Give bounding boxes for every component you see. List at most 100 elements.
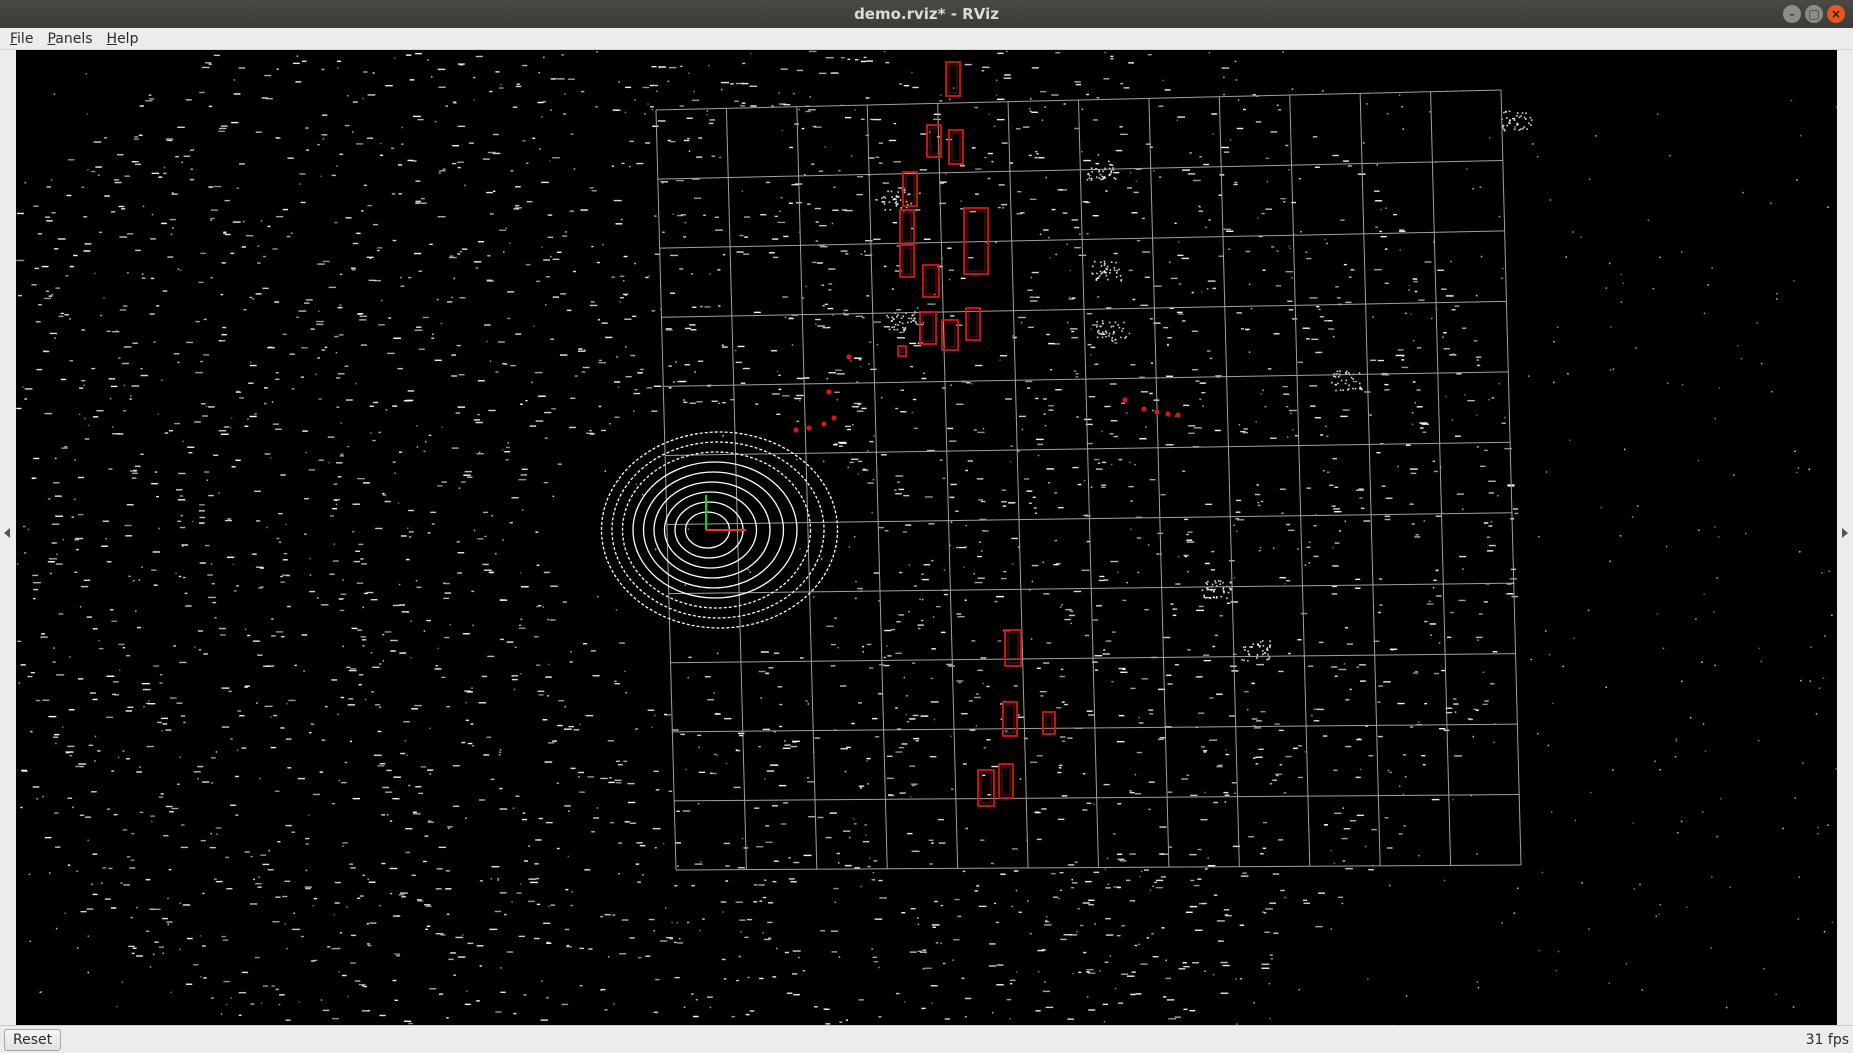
cloud-point: [1261, 650, 1264, 652]
cloud-point: [1109, 955, 1112, 957]
cloud-point: [1632, 822, 1634, 824]
cloud-point: [1067, 737, 1073, 739]
cloud-point: [682, 399, 686, 401]
cloud-point: [132, 472, 138, 474]
cloud-point: [826, 377, 829, 380]
cloud-point: [100, 314, 102, 317]
cloud-point: [1110, 261, 1113, 263]
cloud-point: [629, 140, 634, 143]
cloud-point: [87, 935, 90, 937]
cloud-point: [1087, 972, 1096, 974]
cloud-point: [1030, 198, 1037, 201]
cloud-point: [676, 380, 684, 383]
cloud-point: [532, 325, 535, 327]
cloud-point: [1108, 167, 1111, 170]
cloud-point: [1415, 534, 1419, 536]
cloud-point: [1527, 375, 1530, 377]
cloud-point: [252, 553, 257, 555]
cloud-point: [1271, 246, 1275, 248]
cloud-point: [381, 862, 386, 865]
cloud-point: [54, 337, 56, 339]
cloud-point: [86, 616, 93, 618]
cloud-point: [1109, 173, 1112, 175]
grid-line: [655, 89, 1502, 111]
cloud-point: [1316, 351, 1321, 354]
cloud-point: [1204, 562, 1210, 565]
cloud-point: [589, 433, 595, 435]
cloud-point: [1000, 718, 1003, 720]
cloud-point: [569, 661, 573, 663]
cloud-point: [205, 62, 212, 64]
cloud-point: [1490, 520, 1493, 523]
menu-panels[interactable]: Panels: [47, 30, 93, 47]
cloud-point: [654, 847, 657, 849]
cloud-point: [1482, 703, 1488, 706]
cloud-point: [1283, 393, 1290, 395]
cloud-point: [1101, 271, 1104, 274]
cloud-point: [597, 319, 600, 321]
cloud-point: [79, 814, 85, 816]
cloud-point: [1451, 309, 1456, 311]
minimize-icon[interactable]: –: [1783, 5, 1801, 23]
cloud-point: [680, 733, 685, 736]
cloud-point: [1431, 798, 1440, 801]
cloud-point: [547, 742, 555, 744]
cloud-point: [597, 595, 599, 598]
right-panel-toggle[interactable]: [1837, 50, 1853, 1025]
cloud-point: [270, 457, 272, 459]
reset-button[interactable]: Reset: [4, 1028, 62, 1051]
3d-viewport[interactable]: [16, 50, 1837, 1025]
cloud-point: [111, 211, 116, 213]
cloud-point: [765, 841, 773, 843]
cloud-point: [1130, 687, 1136, 690]
cloud-point: [1083, 514, 1089, 517]
close-icon[interactable]: ×: [1827, 5, 1845, 23]
cloud-point: [280, 581, 286, 583]
cloud-point: [427, 532, 431, 534]
cloud-point: [289, 353, 295, 355]
cloud-point: [287, 605, 291, 608]
cloud-point: [1101, 486, 1106, 488]
cloud-point: [420, 766, 427, 768]
cloud-point: [915, 322, 917, 325]
cloud-point: [1166, 375, 1174, 377]
cloud-point: [1103, 78, 1110, 80]
cloud-point: [975, 364, 983, 367]
cloud-point: [162, 952, 164, 954]
cloud-point: [267, 347, 276, 349]
cloud-point: [479, 965, 482, 967]
menu-file[interactable]: File: [10, 30, 34, 47]
cloud-point: [1633, 888, 1636, 890]
cloud-point: [1329, 484, 1334, 486]
cloud-point: [1256, 653, 1259, 656]
cloud-point: [1166, 674, 1172, 676]
cloud-point: [738, 955, 741, 958]
cloud-point: [931, 842, 934, 844]
cloud-point: [1414, 401, 1416, 404]
cloud-point: [1432, 586, 1435, 589]
cloud-point: [600, 988, 606, 991]
maximize-icon[interactable]: □: [1805, 5, 1823, 23]
cloud-point: [341, 974, 347, 977]
cloud-point: [623, 255, 628, 258]
cloud-point: [1221, 146, 1229, 149]
cloud-point: [609, 777, 612, 779]
cloud-point: [127, 706, 134, 708]
cloud-point: [1153, 322, 1161, 324]
cloud-point: [796, 69, 804, 72]
menu-help[interactable]: Help: [106, 30, 139, 47]
cloud-point: [33, 581, 41, 584]
grid-line: [666, 512, 1512, 526]
cloud-point: [1269, 1017, 1271, 1020]
cloud-point: [1235, 511, 1241, 513]
left-panel-toggle[interactable]: [0, 50, 16, 1025]
cloud-point: [624, 111, 627, 114]
point-cloud-scene[interactable]: [16, 50, 1837, 1025]
cloud-point: [157, 413, 160, 415]
cloud-point: [473, 529, 476, 532]
cloud-point: [1438, 642, 1441, 644]
cloud-point: [1314, 417, 1321, 419]
cloud-point: [994, 600, 998, 603]
cloud-point: [897, 191, 900, 193]
cloud-point: [488, 571, 495, 573]
